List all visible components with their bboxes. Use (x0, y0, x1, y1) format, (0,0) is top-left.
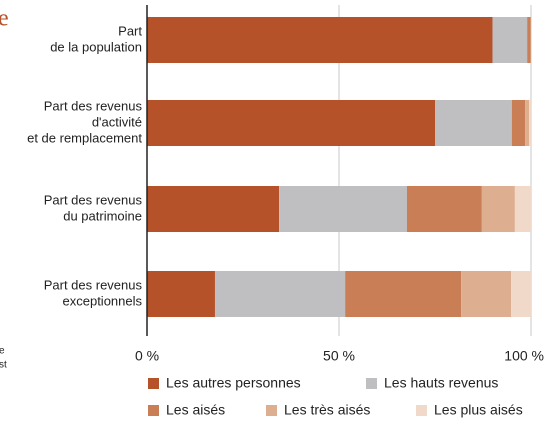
bar-segment (406, 186, 482, 232)
bar-segment (511, 271, 531, 317)
bar-segment (147, 100, 435, 146)
bar-segment (345, 271, 462, 317)
legend-swatch (416, 405, 427, 416)
bar-segment (147, 271, 215, 317)
legend-swatch (266, 405, 277, 416)
bar-segment (214, 271, 346, 317)
bar-segment (511, 100, 526, 146)
bar-segment (481, 186, 515, 232)
bar-segment (529, 100, 531, 146)
bar-segment (492, 17, 528, 63)
category-label: Part des revenus (44, 98, 143, 113)
category-label: Part (118, 23, 142, 38)
category-label: du patrimoine (63, 208, 142, 223)
category-label: Part des revenus (44, 192, 143, 207)
bar-segment (435, 100, 512, 146)
category-label: de la population (50, 39, 142, 54)
bar-segment (514, 186, 531, 232)
category-label: Part des revenus (44, 277, 143, 292)
category-label: d'activité (92, 114, 142, 129)
category-label: exceptionnels (63, 293, 143, 308)
bar-segment (279, 186, 407, 232)
legend-swatch (148, 378, 159, 389)
legend-label: Les aisés (166, 402, 225, 418)
legend-label: Les hauts revenus (384, 375, 498, 391)
annotation: st (0, 360, 7, 371)
legend-label: Les autres personnes (166, 375, 301, 391)
legend-swatch (148, 405, 159, 416)
bar-segment (527, 17, 531, 63)
legend-label: Les très aisés (284, 402, 370, 418)
x-tick-label: 50 % (323, 348, 355, 364)
category-label: et de remplacement (27, 130, 142, 145)
bar-segment (147, 186, 280, 232)
x-tick-label: 100 % (504, 348, 544, 364)
x-tick-label: 0 % (135, 348, 159, 364)
bar-segment (461, 271, 512, 317)
bar-segment (525, 100, 530, 146)
chart-title: e (0, 6, 9, 32)
bar-segment (147, 17, 493, 63)
annotation: e (0, 346, 5, 357)
legend-swatch (366, 378, 377, 389)
legend-label: Les plus aisés (434, 402, 523, 418)
